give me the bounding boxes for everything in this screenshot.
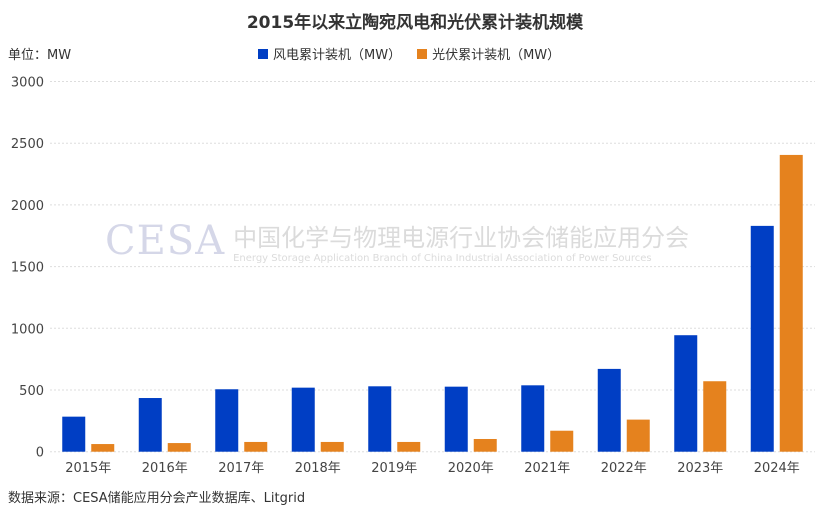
legend-swatch (258, 48, 268, 59)
x-tick-label: 2023年 (677, 461, 723, 476)
bar-solar (703, 381, 727, 452)
source-note: 数据来源：CESA储能应用分会产业数据库、Litgrid (8, 491, 306, 506)
bar-wind (215, 389, 239, 452)
bar-wind (597, 368, 621, 452)
bar-solar (473, 438, 497, 452)
bar-wind (521, 385, 545, 452)
bar-solar (779, 154, 803, 452)
legend: 风电累计装机（MW） 光伏累计装机（MW） (258, 44, 560, 63)
bar-solar (397, 441, 421, 452)
bar-wind (291, 387, 315, 452)
x-tick-label: 2022年 (601, 461, 647, 476)
bar-solar (626, 419, 650, 452)
bar-wind (444, 386, 468, 452)
bar-wind (674, 335, 698, 452)
y-tick-label: 3000 (11, 76, 44, 91)
legend-label: 光伏累计装机（MW） (432, 48, 561, 63)
x-tick-label: 2015年 (65, 461, 111, 476)
y-tick-label: 2500 (11, 137, 44, 152)
x-tick-label: 2021年 (524, 461, 570, 476)
bar-wind (138, 398, 162, 452)
y-tick-label: 1500 (11, 261, 44, 276)
bar-wind (368, 386, 392, 452)
bar-solar (91, 444, 115, 452)
legend-item-wind: 风电累计装机（MW） (258, 44, 401, 63)
x-tick-label: 2016年 (142, 461, 188, 476)
bar-solar (244, 441, 268, 452)
x-tick-label: 2017年 (218, 461, 264, 476)
y-tick-label: 0 (36, 446, 44, 461)
bar-solar (550, 430, 574, 452)
x-tick-label: 2020年 (448, 461, 494, 476)
x-tick-label: 2019年 (371, 461, 417, 476)
bar-solar (167, 443, 191, 452)
x-tick-label: 2018年 (295, 461, 341, 476)
y-tick-label: 2000 (11, 199, 44, 214)
legend-swatch (417, 48, 428, 59)
bar-wind (750, 225, 774, 452)
x-tick-label: 2024年 (754, 461, 800, 476)
y-tick-label: 1000 (11, 322, 44, 337)
legend-item-solar: 光伏累计装机（MW） (417, 44, 560, 63)
legend-label: 风电累计装机（MW） (273, 48, 402, 63)
chart-title: 2015年以来立陶宛风电和光伏累计装机规模 (246, 13, 584, 33)
bar-wind (62, 416, 86, 452)
bar-solar (320, 441, 344, 452)
y-tick-label: 500 (19, 384, 44, 399)
y-axis-unit: 单位：MW (8, 48, 72, 63)
